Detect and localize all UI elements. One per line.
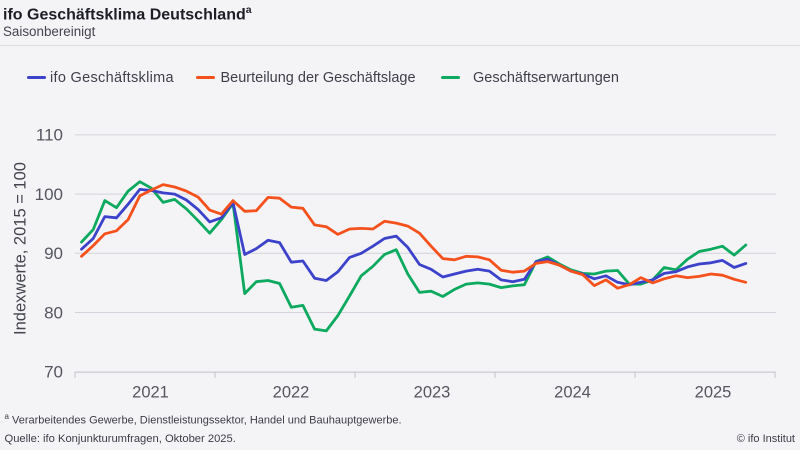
svg-text:2023: 2023 bbox=[414, 384, 451, 402]
svg-text:90: 90 bbox=[44, 244, 63, 263]
svg-text:80: 80 bbox=[44, 303, 63, 322]
svg-text:70: 70 bbox=[44, 363, 63, 382]
svg-text:2024: 2024 bbox=[554, 384, 591, 402]
svg-text:2022: 2022 bbox=[273, 384, 310, 402]
svg-text:2025: 2025 bbox=[695, 384, 732, 402]
svg-text:110: 110 bbox=[36, 126, 63, 145]
svg-text:Indexwerte, 2015 = 100: Indexwerte, 2015 = 100 bbox=[12, 162, 30, 335]
svg-text:100: 100 bbox=[35, 185, 63, 204]
svg-text:2021: 2021 bbox=[132, 384, 169, 402]
